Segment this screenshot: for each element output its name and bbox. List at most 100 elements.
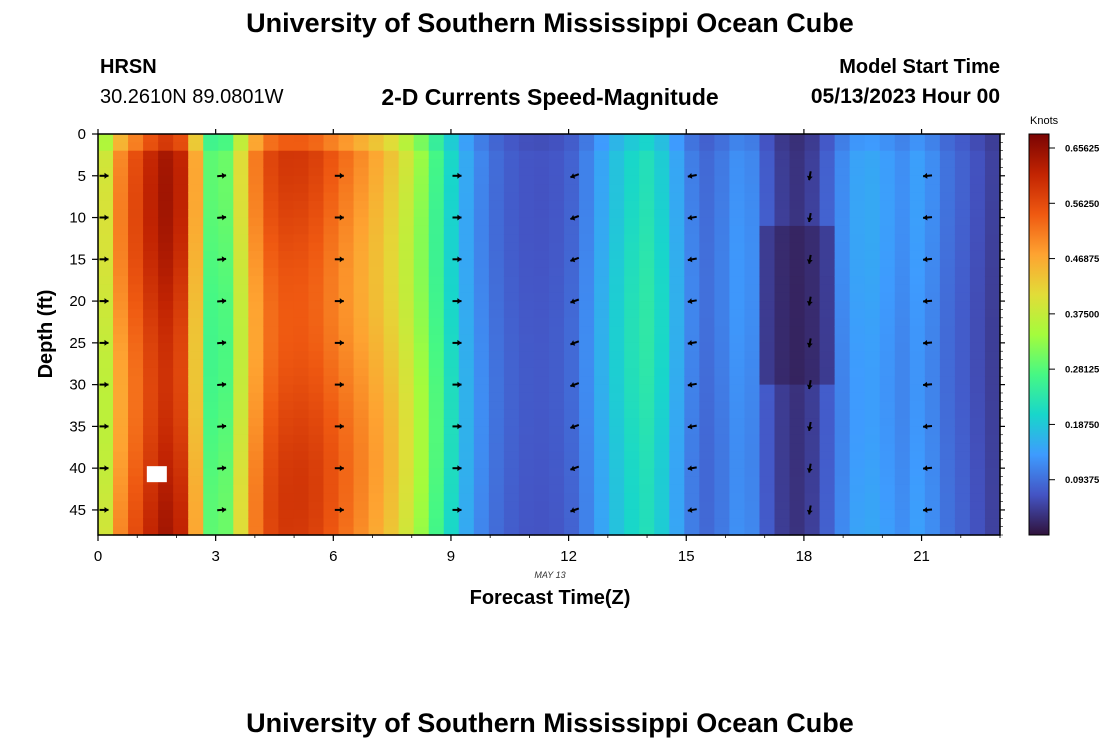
heatmap-cell [894,134,911,143]
heatmap-cell [218,200,234,210]
heatmap-cell [383,209,400,219]
heatmap-cell [128,476,144,486]
heatmap-cell [173,342,189,352]
heatmap-cell [458,509,475,519]
heatmap-cell [759,267,776,277]
heatmap-cell [939,376,956,386]
heatmap-cell [849,484,866,494]
heatmap-cell [338,175,355,185]
heatmap-cell [308,409,325,419]
heatmap-cell [684,225,700,235]
heatmap-cell [924,434,941,444]
heatmap-cell [368,234,385,244]
heatmap-cell [894,484,911,494]
heatmap-cell [173,384,189,394]
heatmap-cell [624,493,640,503]
heatmap-cell [308,250,325,260]
heatmap-cell [143,242,159,252]
heatmap-cell [533,134,550,143]
heatmap-cell [533,493,550,503]
heatmap-cell [443,292,460,302]
heatmap-cell [939,493,956,503]
heatmap-cell [669,451,685,461]
heatmap-cell [428,150,445,160]
heatmap-cell [594,501,610,511]
heatmap-cell [684,526,700,536]
heatmap-cell [639,267,655,277]
heatmap-cell [684,159,700,169]
heatmap-cell [368,209,385,219]
heatmap-cell [984,200,1001,210]
heatmap-cell [774,359,791,369]
heatmap-cell [834,526,851,536]
heatmap-cell [759,401,776,411]
heatmap-cell [909,401,926,411]
heatmap-cell [789,518,806,528]
heatmap-cell [684,501,700,511]
heatmap-cell [789,309,806,319]
heatmap-cell [128,276,144,285]
heatmap-cell [564,401,580,411]
heatmap-cell [353,242,370,252]
heatmap-cell [579,392,595,402]
heatmap-cell [98,359,114,369]
heatmap-cell [473,401,490,411]
heatmap-cell [654,326,670,336]
heatmap-cell [774,292,791,302]
heatmap-cell [759,192,776,202]
heatmap-cell [909,392,926,402]
heatmap-cell [729,509,746,519]
heatmap-cell [413,509,430,519]
heatmap-cell [518,501,535,511]
heatmap-cell [323,518,340,528]
heatmap-cell [368,434,385,444]
heatmap-cell [128,367,144,377]
heatmap-cell [804,134,821,143]
heatmap-cell [473,409,490,419]
heatmap-cell [113,351,129,361]
heatmap-cell [849,242,866,252]
heatmap-cell [218,326,234,336]
heatmap-cell [248,443,264,453]
heatmap-cell [894,342,911,352]
heatmap-cell [729,184,746,194]
heatmap-cell [488,217,505,227]
heatmap-cell [458,459,475,469]
heatmap-cell [789,526,806,536]
heatmap-cell [233,459,249,469]
heatmap-cell [789,150,806,160]
heatmap-cell [428,367,445,377]
heatmap-cell [248,134,264,143]
heatmap-cell [203,376,219,386]
heatmap-cell [774,518,791,528]
heatmap-cell [669,301,685,311]
heatmap-cell [639,392,655,402]
heatmap-cell [834,418,851,427]
heatmap-cell [789,284,806,294]
heatmap-cell [218,443,234,453]
heatmap-cell [98,501,114,511]
heatmap-cell [233,292,249,302]
heatmap-cell [248,317,264,327]
heatmap-cell [834,284,851,294]
heatmap-cell [969,526,986,536]
heatmap-cell [278,367,295,377]
heatmap-cell [969,334,986,344]
heatmap-cell [368,142,385,152]
heatmap-cell [398,159,415,169]
heatmap-cell [894,518,911,528]
heatmap-cell [774,225,791,235]
heatmap-cell [744,384,761,394]
heatmap-cell [684,334,700,344]
heatmap-cell [789,384,806,394]
heatmap-cell [368,484,385,494]
heatmap-cell [624,234,640,244]
heatmap-cell [398,217,415,227]
heatmap-cell [203,518,219,528]
heatmap-cell [173,209,189,219]
heatmap-cell [443,484,460,494]
heatmap-cell [594,451,610,461]
heatmap-cell [924,468,941,478]
heatmap-cell [549,476,565,486]
heatmap-cell [113,459,129,469]
